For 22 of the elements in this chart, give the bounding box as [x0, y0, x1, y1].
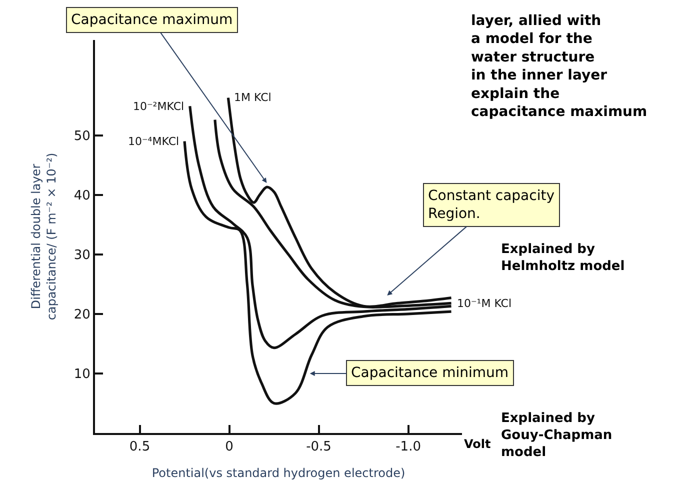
y-tick-label: 20: [74, 307, 90, 322]
annotation: Constant capacity Region.: [428, 188, 554, 222]
y-tick-label: 10: [74, 367, 90, 382]
text: Volt: [464, 437, 491, 451]
series-label: 1M KCl: [234, 91, 272, 104]
y-tick-label: 30: [74, 248, 90, 263]
x-tick-label: 0: [225, 440, 234, 455]
annotation: Capacitance minimum: [351, 365, 509, 381]
series-label: 10⁻⁴MKCl: [128, 135, 180, 148]
x-axis-title: Potential(vs standard hydrogen electrode): [152, 466, 406, 480]
y-tick-label: 40: [74, 188, 90, 204]
x-tick-label: -1.0: [396, 440, 421, 455]
y-axis-title: Differential double layer capacitance/ (F m⁻² × 10⁻²): [29, 152, 59, 320]
series-label: 10⁻²MKCl: [133, 100, 184, 113]
x-tick-label: 0.5: [129, 440, 150, 455]
series-label: 10⁻¹M KCl: [457, 297, 512, 310]
x-tick-label: -0.5: [306, 440, 332, 455]
text: Capacitance maximum: [71, 12, 233, 28]
y-tick-label: 50: [74, 128, 90, 144]
text: Explained by Gouy-Chapman model: [501, 411, 612, 460]
text: layer, allied with a model for the water structure in the inner layer explain the capacitance maximum: [471, 13, 648, 120]
text: Explained by Helmholtz model: [501, 242, 625, 274]
